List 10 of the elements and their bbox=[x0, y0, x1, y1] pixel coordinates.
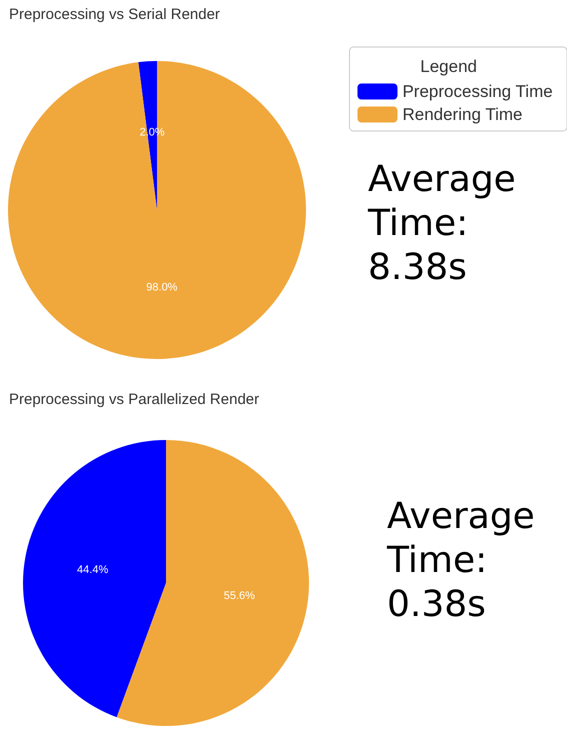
data-label: 55.6% bbox=[224, 590, 256, 602]
legend-label: Rendering Time bbox=[402, 105, 522, 124]
data-label: 44.4% bbox=[77, 564, 108, 576]
text: Average Time: 8.38s bbox=[368, 158, 517, 290]
data-label: 98.0% bbox=[146, 281, 178, 294]
chart-title: Preprocessing vs Parallelized Render bbox=[9, 391, 260, 408]
chart-title: Preprocessing vs Serial Render bbox=[9, 6, 220, 23]
legend-title: Legend bbox=[420, 57, 478, 76]
legend-label: Preprocessing Time bbox=[402, 82, 553, 101]
text: Average Time: 0.38s bbox=[387, 495, 536, 627]
